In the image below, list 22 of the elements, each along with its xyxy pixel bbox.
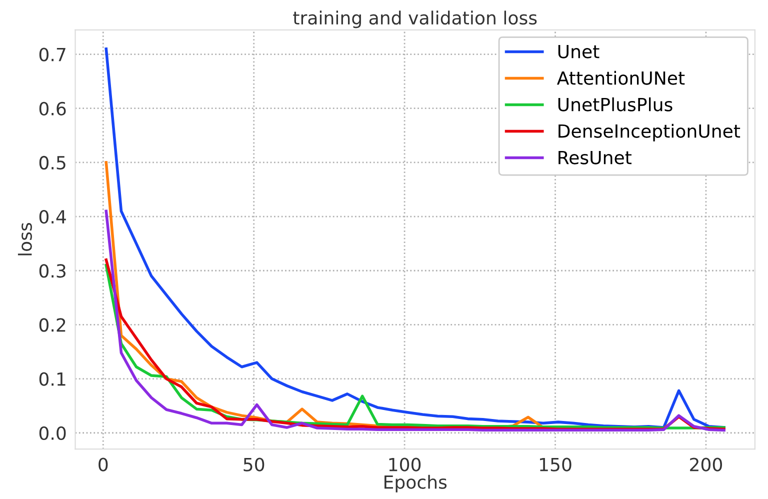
y-tick-label: 0.2 xyxy=(39,318,66,332)
legend-label: UnetPlusPlus xyxy=(558,97,672,112)
legend-label: DenseInceptionUnet xyxy=(558,124,740,142)
y-axis-title: loss xyxy=(18,222,32,256)
line-series xyxy=(104,210,726,432)
x-axis-title: Epochs xyxy=(384,474,447,492)
x-tick-label: 100 xyxy=(389,458,421,472)
x-tick-label: 50 xyxy=(244,458,264,472)
y-tick-label: 0.7 xyxy=(39,48,66,62)
x-tick-label: 0 xyxy=(98,458,108,472)
y-tick-label: 0.3 xyxy=(39,264,66,278)
x-tick-label: 150 xyxy=(540,458,572,472)
y-tick-label: 0.6 xyxy=(39,102,66,116)
y-tick-label: 0.0 xyxy=(39,426,66,440)
legend-label: AttentionUNet xyxy=(556,70,685,85)
legend-label: Unet xyxy=(558,44,600,58)
legend-label: ResUnet xyxy=(558,150,632,164)
y-tick-label: 0.1 xyxy=(39,372,66,386)
y-tick-label: 0.4 xyxy=(39,210,66,224)
y-tick-label: 0.5 xyxy=(39,156,66,170)
chart-title: training and validation loss xyxy=(293,10,537,28)
x-tick-label: 200 xyxy=(690,458,722,472)
